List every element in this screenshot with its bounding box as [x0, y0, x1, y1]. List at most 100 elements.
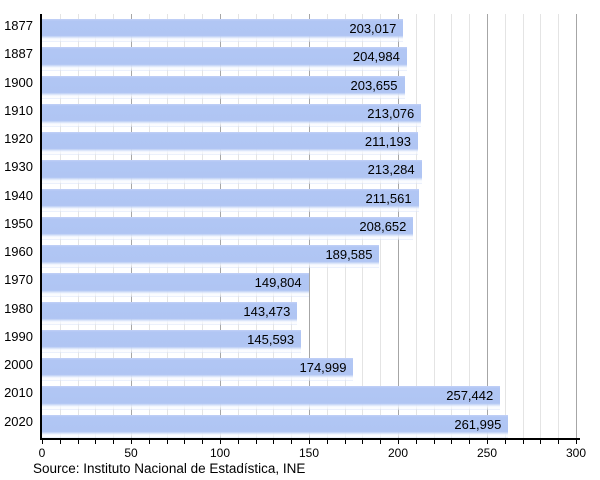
gridline-220 [433, 14, 435, 438]
x-tick-280 [540, 440, 542, 444]
x-tick-290 [558, 440, 560, 444]
bar-1980: 143,473 [42, 301, 298, 325]
gridline-240 [469, 14, 471, 438]
bar-value-1960: 189,585 [325, 247, 373, 263]
year-label-1900: 1900 [4, 74, 33, 90]
bar-row-1900: 1900 203,655 [4, 71, 576, 99]
x-tick-100 [220, 440, 221, 444]
year-label-1877: 1877 [4, 18, 33, 33]
bar-2020: 261,995 [42, 414, 509, 438]
x-tick-label-200: 200 [387, 446, 409, 460]
x-tick-190 [380, 440, 382, 444]
bar-value-1910: 213,076 [367, 105, 415, 121]
x-tick-label-150: 150 [298, 446, 320, 460]
bar-2000: 174,999 [42, 358, 354, 382]
year-label-1990: 1990 [4, 328, 33, 344]
year-label-2000: 2000 [4, 357, 33, 373]
bar-row-2000: 2000 174,999 [4, 353, 576, 382]
x-tick-80 [184, 440, 186, 444]
bar-value-1920: 211,193 [364, 134, 411, 150]
x-tick-170 [344, 440, 346, 444]
bar-1940: 211,561 [42, 188, 419, 212]
bar-value-1940: 211,561 [365, 190, 412, 206]
x-tick-210 [415, 440, 417, 444]
gridline-280 [540, 14, 542, 438]
bar-row-1930: 1930 213,284 [4, 155, 576, 184]
bar-row-1980: 1980 143,473 [4, 297, 576, 325]
year-label-1920: 1920 [4, 131, 33, 147]
bar-row-2020: 2020 261,995 [4, 410, 576, 438]
year-label-1970: 1970 [4, 272, 33, 288]
bar-value-1970: 149,804 [254, 275, 302, 291]
x-tick-30 [95, 440, 97, 444]
x-tick-20 [77, 440, 79, 444]
bar-row-1920: 1920 211,193 [4, 127, 576, 156]
bar-value-1990: 145,593 [247, 331, 295, 347]
x-tick-160 [326, 440, 328, 444]
x-tick-240 [469, 440, 471, 444]
bar-value-1950: 208,652 [359, 218, 407, 234]
bar-1960: 189,585 [42, 245, 380, 269]
year-label-2010: 2010 [4, 385, 33, 401]
x-tick-140 [291, 440, 293, 444]
bar-row-1877: 1877 203,017 [4, 14, 576, 43]
bar-value-1887: 204,984 [352, 49, 400, 65]
x-tick-60 [148, 440, 150, 444]
year-label-1930: 1930 [4, 159, 33, 175]
bar-1970: 149,804 [42, 273, 309, 297]
x-tick-250 [487, 440, 488, 444]
x-tick-label-0: 0 [38, 446, 46, 460]
x-tick-300 [576, 440, 577, 444]
gridline-210 [415, 14, 417, 438]
x-tick-130 [273, 440, 275, 444]
gridline-260 [504, 14, 506, 438]
year-label-1940: 1940 [4, 187, 33, 203]
x-tick-90 [202, 440, 204, 444]
bar-row-1910: 1910 213,076 [4, 99, 576, 128]
year-label-2020: 2020 [4, 413, 33, 429]
year-label-1960: 1960 [4, 244, 33, 260]
bar-value-1930: 213,284 [367, 162, 415, 178]
year-label-1887: 1887 [4, 46, 33, 62]
x-tick-120 [255, 440, 257, 444]
x-tick-70 [166, 440, 168, 444]
gridline-270 [522, 14, 524, 438]
x-tick-50 [131, 440, 132, 444]
x-tick-40 [113, 440, 115, 444]
bar-2010: 257,442 [42, 386, 501, 410]
bar-value-2000: 174,999 [299, 360, 347, 376]
bar-value-1877: 203,017 [349, 21, 397, 36]
year-label-1980: 1980 [4, 300, 33, 316]
bar-rows: 1877 203,017 1887 204,984 1900 203,655 1910 213… [4, 14, 576, 438]
x-tick-label-100: 100 [209, 446, 231, 460]
source-note: Source: Instituto Nacional de Estadístic… [33, 461, 306, 476]
bar-1877: 203,017 [42, 19, 404, 43]
bar-value-2020: 261,995 [454, 416, 502, 432]
x-tick-150 [309, 440, 310, 444]
bar-1910: 213,076 [42, 103, 422, 128]
year-label-1950: 1950 [4, 215, 33, 231]
gridline-300 [576, 14, 577, 438]
x-tick-230 [451, 440, 453, 444]
x-tick-180 [362, 440, 364, 444]
bar-value-2010: 257,442 [446, 388, 494, 404]
bar-row-1950: 1950 208,652 [4, 212, 576, 241]
bar-row-1970: 1970 149,804 [4, 268, 576, 297]
y-axis-line [40, 14, 42, 440]
year-label-1910: 1910 [4, 102, 33, 118]
x-tick-220 [433, 440, 435, 444]
bar-row-1887: 1887 204,984 [4, 42, 576, 71]
x-tick-label-300: 300 [565, 446, 587, 460]
gridline-250 [487, 14, 488, 438]
plot-area: 1877 203,017 1887 204,984 1900 203,655 1910 213… [4, 14, 577, 438]
gridline-290 [558, 14, 560, 438]
bar-1990: 145,593 [42, 329, 302, 354]
x-tick-10 [59, 440, 61, 444]
bar-row-1960: 1960 189,585 [4, 240, 576, 269]
gridline-230 [451, 14, 453, 438]
bar-row-2010: 2010 257,442 [4, 381, 576, 410]
x-axis-line [40, 438, 580, 440]
bar-1930: 213,284 [42, 160, 422, 184]
x-tick-200 [398, 440, 399, 444]
